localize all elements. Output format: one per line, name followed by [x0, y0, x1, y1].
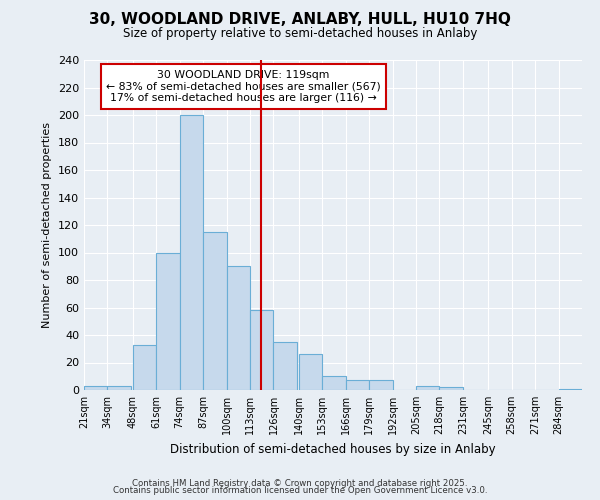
Text: Size of property relative to semi-detached houses in Anlaby: Size of property relative to semi-detach…	[123, 28, 477, 40]
Bar	[156, 252, 179, 390]
Bar	[250, 310, 274, 390]
Bar	[559, 388, 582, 390]
Bar	[179, 115, 203, 390]
Bar	[299, 354, 322, 390]
Bar	[369, 380, 392, 390]
Bar	[274, 342, 297, 390]
Bar	[133, 344, 156, 390]
Text: Contains HM Land Registry data © Crown copyright and database right 2025.: Contains HM Land Registry data © Crown c…	[132, 478, 468, 488]
X-axis label: Distribution of semi-detached houses by size in Anlaby: Distribution of semi-detached houses by …	[170, 442, 496, 456]
Y-axis label: Number of semi-detached properties: Number of semi-detached properties	[43, 122, 52, 328]
Bar	[322, 376, 346, 390]
Text: 30, WOODLAND DRIVE, ANLABY, HULL, HU10 7HQ: 30, WOODLAND DRIVE, ANLABY, HULL, HU10 7…	[89, 12, 511, 28]
Text: Contains public sector information licensed under the Open Government Licence v3: Contains public sector information licen…	[113, 486, 487, 495]
Bar	[227, 266, 250, 390]
Bar	[416, 386, 439, 390]
Bar	[203, 232, 227, 390]
Text: 30 WOODLAND DRIVE: 119sqm
← 83% of semi-detached houses are smaller (567)
17% of: 30 WOODLAND DRIVE: 119sqm ← 83% of semi-…	[106, 70, 381, 103]
Bar	[84, 386, 107, 390]
Bar	[346, 380, 369, 390]
Bar	[439, 387, 463, 390]
Bar	[107, 386, 131, 390]
